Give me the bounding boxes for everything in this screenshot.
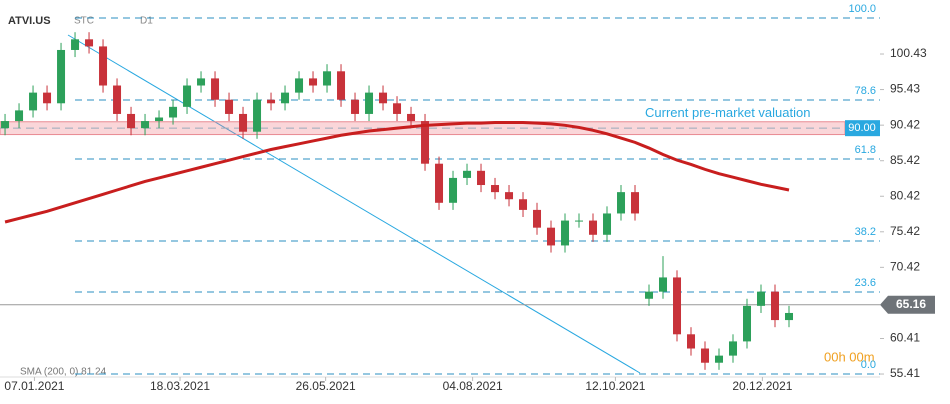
interval[interactable]: D1 [140,16,153,27]
fib-label: 38.2 [855,226,876,238]
trend-line [67,34,641,374]
y-tick-label: 70.42 [890,260,920,274]
candle-body [85,39,94,47]
y-tick-label: 100.43 [890,46,927,60]
candle-body [505,192,514,200]
candle-body [687,334,696,349]
candle-body [771,291,780,321]
x-tick-label: 12.10.2021 [585,379,645,393]
candle-body [645,291,654,299]
x-tick-label: 07.01.2021 [4,379,64,393]
candle-body [197,78,206,86]
candle-body [267,99,276,104]
candle-body [617,192,626,214]
candle-body [239,113,248,132]
candle-body [253,99,262,132]
fib-label: 61.8 [855,144,876,156]
candle-body [785,312,794,321]
candle-body [631,192,640,214]
candle-body [715,355,724,363]
price-badge [880,295,935,314]
candle-body [211,78,220,100]
candle-body [295,78,304,93]
y-tick-label: 80.42 [890,188,920,202]
candle-body [407,113,416,122]
y-tick-label: 55.41 [890,366,920,380]
sma-line [4,120,790,224]
candle-body [533,209,542,228]
candle-body [225,99,234,114]
candle-body [659,277,668,292]
x-tick-label: 04.08.2021 [443,379,503,393]
candle-body [589,220,598,235]
y-tick-label: 75.42 [890,224,920,238]
candle-body [57,49,66,104]
annotation: Current pre-market valuation [645,105,810,120]
y-tick-label: 90.42 [890,117,920,131]
fib-label: 23.6 [855,277,876,289]
fib-label: 100.0 [848,3,876,15]
indicator-label: SMA (200, 0) 81.24 [20,367,107,378]
x-tick-label: 20.12.2021 [732,379,792,393]
candle-body [743,305,752,342]
y-tick-label: 85.42 [890,153,920,167]
candle-body [575,220,584,222]
candle-body [169,106,178,118]
candle-body [491,185,500,193]
candle-body [435,163,444,203]
candle-body [701,348,710,363]
candle-body [15,110,24,122]
x-tick-label: 18.03.2021 [150,379,210,393]
timer: 00h 00m [824,349,875,364]
candle-body [127,113,136,129]
candle-body [729,341,738,356]
candle-body [71,39,80,50]
candle-body [309,78,318,86]
chart-kind[interactable]: STC [74,16,94,27]
candle-body [393,103,402,114]
candle-body [519,199,528,210]
candle-body [365,92,374,114]
candle-body [155,117,164,122]
fib-label: 0.0 [861,359,876,371]
candle-body [99,46,108,86]
candle-body [141,121,150,129]
candle-body [477,170,486,186]
symbol: ATVI.US [8,15,51,27]
candle-body [421,121,430,164]
candle-body [183,85,192,107]
x-tick-label: 26.05.2021 [296,379,356,393]
candle-body [379,92,388,104]
candle-body [113,85,122,114]
candle-body [43,92,52,104]
candle-body [29,92,38,111]
candle-body [757,291,766,306]
candle-body [337,71,346,100]
candle-body [1,121,10,129]
candle-body [603,213,612,235]
candle-body [547,227,556,246]
candle-body [463,170,472,178]
candle-body [281,92,290,104]
y-tick-label: 60.41 [890,331,920,345]
candle-body [449,177,458,203]
valuation-label: 90.00 [848,122,876,134]
candle-body [673,277,682,335]
valuation-badge [845,120,880,137]
candle-body [323,71,332,86]
candle-body [561,220,570,246]
current-price-label: 65.16 [896,297,926,311]
fib-label: 78.6 [855,85,876,97]
candle-body [351,99,360,114]
y-tick-label: 95.43 [890,82,920,96]
